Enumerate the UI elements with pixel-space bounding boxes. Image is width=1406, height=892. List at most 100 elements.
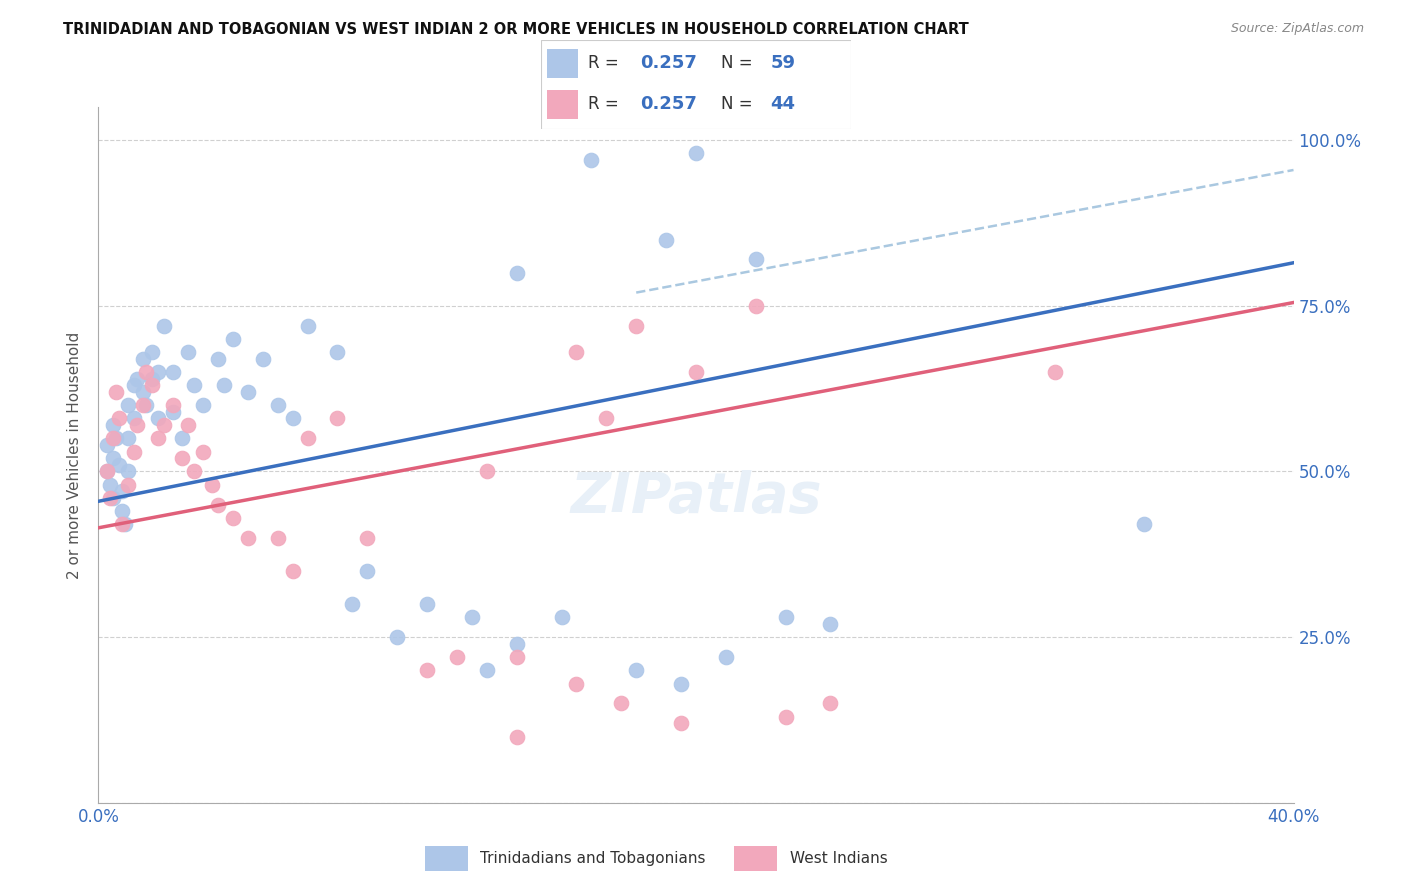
Point bbox=[356, 531, 378, 545]
Point bbox=[1133, 517, 1156, 532]
Point bbox=[565, 345, 588, 359]
Point bbox=[326, 411, 349, 425]
Point bbox=[191, 398, 214, 412]
Text: Source: ZipAtlas.com: Source: ZipAtlas.com bbox=[1230, 22, 1364, 36]
Bar bbox=[547, 90, 578, 119]
Point bbox=[105, 384, 128, 399]
Text: 59: 59 bbox=[770, 54, 796, 72]
Point bbox=[153, 318, 176, 333]
Point bbox=[103, 431, 125, 445]
Point bbox=[297, 318, 319, 333]
Point bbox=[177, 345, 200, 359]
Text: 44: 44 bbox=[770, 95, 796, 113]
Point bbox=[98, 491, 122, 505]
Point bbox=[135, 398, 157, 412]
Point bbox=[172, 451, 194, 466]
Point bbox=[117, 465, 139, 479]
Point bbox=[685, 365, 707, 379]
Point bbox=[236, 531, 259, 545]
Point bbox=[124, 378, 146, 392]
Point bbox=[416, 663, 439, 677]
Point bbox=[446, 650, 468, 665]
Point bbox=[714, 650, 737, 665]
Point bbox=[124, 444, 146, 458]
Point bbox=[148, 365, 170, 379]
Point bbox=[281, 411, 304, 425]
Text: N =: N = bbox=[721, 95, 758, 113]
Point bbox=[506, 266, 529, 280]
Point bbox=[820, 697, 842, 711]
Point bbox=[342, 597, 364, 611]
Point bbox=[183, 378, 205, 392]
Point bbox=[475, 663, 498, 677]
Point bbox=[745, 299, 768, 313]
Point bbox=[252, 351, 274, 366]
Point bbox=[132, 398, 155, 412]
Point bbox=[550, 610, 572, 624]
Text: ZIPatlas: ZIPatlas bbox=[571, 470, 821, 524]
Point bbox=[148, 431, 170, 445]
Point bbox=[626, 663, 648, 677]
Point bbox=[98, 477, 122, 491]
Point bbox=[162, 405, 184, 419]
Point bbox=[222, 511, 245, 525]
Text: Trinidadians and Tobagonians: Trinidadians and Tobagonians bbox=[481, 851, 706, 866]
Point bbox=[177, 418, 200, 433]
Point bbox=[96, 438, 118, 452]
Point bbox=[461, 610, 484, 624]
Text: R =: R = bbox=[588, 95, 624, 113]
Point bbox=[775, 709, 797, 723]
Point bbox=[96, 465, 118, 479]
Point bbox=[108, 458, 131, 472]
Point bbox=[356, 564, 378, 578]
Point bbox=[183, 465, 205, 479]
Point bbox=[385, 630, 409, 644]
Point bbox=[1043, 365, 1066, 379]
Point bbox=[135, 365, 157, 379]
Text: 0.257: 0.257 bbox=[640, 95, 697, 113]
Bar bbox=[425, 847, 468, 871]
Point bbox=[127, 372, 149, 386]
Point bbox=[108, 411, 131, 425]
Point bbox=[581, 153, 603, 167]
Point bbox=[117, 431, 139, 445]
Point bbox=[117, 477, 139, 491]
Point bbox=[610, 697, 633, 711]
Point bbox=[416, 597, 439, 611]
Point bbox=[281, 564, 304, 578]
Point bbox=[141, 345, 163, 359]
Point bbox=[506, 637, 529, 651]
Point bbox=[96, 465, 118, 479]
Bar bbox=[547, 49, 578, 78]
Point bbox=[103, 491, 125, 505]
Point bbox=[201, 477, 224, 491]
Y-axis label: 2 or more Vehicles in Household: 2 or more Vehicles in Household bbox=[67, 331, 83, 579]
Point bbox=[124, 411, 146, 425]
Point bbox=[141, 372, 163, 386]
Point bbox=[595, 411, 617, 425]
Text: 0.257: 0.257 bbox=[640, 54, 697, 72]
Point bbox=[267, 398, 290, 412]
Point bbox=[236, 384, 259, 399]
Point bbox=[565, 676, 588, 690]
Point bbox=[103, 418, 125, 433]
Point bbox=[326, 345, 349, 359]
Text: TRINIDADIAN AND TOBAGONIAN VS WEST INDIAN 2 OR MORE VEHICLES IN HOUSEHOLD CORREL: TRINIDADIAN AND TOBAGONIAN VS WEST INDIA… bbox=[63, 22, 969, 37]
Point bbox=[745, 252, 768, 267]
Point bbox=[655, 233, 678, 247]
Point bbox=[103, 451, 125, 466]
Point bbox=[626, 318, 648, 333]
Point bbox=[207, 498, 229, 512]
Point bbox=[153, 418, 176, 433]
Text: R =: R = bbox=[588, 54, 624, 72]
Point bbox=[127, 418, 149, 433]
Bar bbox=[734, 847, 778, 871]
Point bbox=[105, 431, 128, 445]
Point bbox=[111, 517, 134, 532]
Text: West Indians: West Indians bbox=[790, 851, 887, 866]
Point bbox=[132, 384, 155, 399]
Point bbox=[172, 431, 194, 445]
Point bbox=[212, 378, 235, 392]
Point bbox=[669, 716, 692, 731]
Point bbox=[111, 484, 134, 499]
